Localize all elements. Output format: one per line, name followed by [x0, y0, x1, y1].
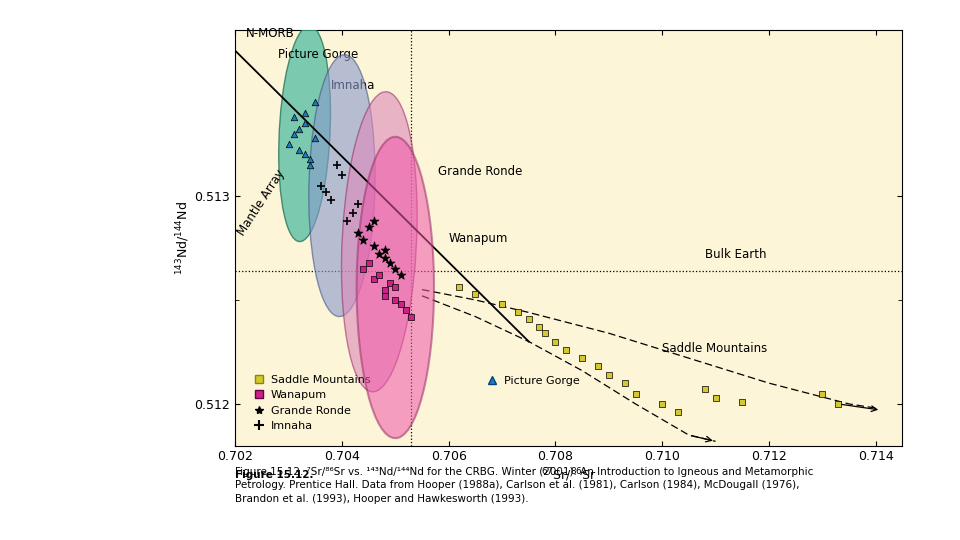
Point	[367, 241, 382, 250]
Point	[372, 271, 387, 279]
Point	[334, 171, 349, 180]
Point	[398, 306, 414, 315]
Point	[452, 283, 468, 292]
Point	[313, 181, 328, 190]
Point	[468, 289, 483, 298]
Point	[350, 200, 366, 208]
Point	[377, 292, 393, 300]
Point	[521, 314, 537, 323]
Point	[377, 246, 393, 254]
Legend: Picture Gorge: Picture Gorge	[481, 371, 585, 390]
Point	[532, 323, 547, 332]
Point	[297, 119, 312, 127]
Point	[286, 130, 301, 138]
Point	[355, 265, 371, 273]
Point	[734, 397, 750, 406]
Point	[655, 400, 670, 408]
Y-axis label: $^{143}$Nd/$^{144}$Nd: $^{143}$Nd/$^{144}$Nd	[174, 200, 192, 275]
Point	[393, 271, 408, 279]
Point	[388, 265, 403, 273]
X-axis label: $^{67}$Sr/$^{86}$Sr: $^{67}$Sr/$^{86}$Sr	[541, 466, 596, 484]
Point	[340, 217, 355, 225]
Point	[361, 223, 376, 232]
Text: Figure 15.12. ⁷Sr/⁸⁶Sr vs. ¹⁴³Nd/¹⁴⁴Nd for the CRBG. Winter (2001). An Introduct: Figure 15.12. ⁷Sr/⁸⁶Sr vs. ¹⁴³Nd/¹⁴⁴Nd f…	[235, 467, 813, 503]
Point	[559, 346, 574, 354]
Point	[345, 208, 360, 217]
Point	[377, 285, 393, 294]
Ellipse shape	[278, 26, 330, 241]
Point	[307, 98, 323, 107]
Ellipse shape	[356, 137, 434, 438]
Point	[329, 160, 345, 169]
Point	[590, 362, 606, 371]
Point	[350, 229, 366, 238]
Point	[367, 217, 382, 225]
Point	[830, 400, 846, 408]
Point	[367, 275, 382, 284]
Point	[670, 408, 685, 416]
Point	[382, 258, 397, 267]
Point	[355, 235, 371, 244]
Point	[537, 329, 552, 338]
Text: Picture Gorge: Picture Gorge	[277, 48, 358, 61]
Point	[697, 385, 712, 394]
Point	[601, 370, 616, 379]
Point	[382, 279, 397, 288]
Text: Mantle Array: Mantle Array	[235, 167, 287, 238]
Point	[548, 338, 564, 346]
Point	[403, 312, 419, 321]
Point	[302, 154, 318, 163]
Text: Saddle Mountains: Saddle Mountains	[662, 342, 767, 355]
Point	[617, 379, 633, 388]
Point	[372, 250, 387, 259]
Point	[815, 389, 830, 398]
Text: Figure 15.12.: Figure 15.12.	[235, 470, 318, 480]
Point	[292, 146, 307, 154]
Point	[388, 296, 403, 305]
Point	[286, 113, 301, 122]
Point	[494, 300, 510, 308]
Point	[307, 133, 323, 142]
Point	[297, 150, 312, 159]
Point	[377, 254, 393, 262]
Point	[302, 160, 318, 169]
Point	[292, 125, 307, 134]
Point	[393, 300, 408, 308]
Point	[388, 283, 403, 292]
Point	[281, 140, 297, 149]
Point	[361, 258, 376, 267]
Text: Grande Ronde: Grande Ronde	[438, 165, 522, 178]
Point	[628, 389, 643, 398]
Ellipse shape	[342, 92, 418, 392]
Point	[297, 109, 312, 117]
Point	[708, 393, 723, 402]
Text: Bulk Earth: Bulk Earth	[705, 248, 766, 261]
Text: N-MORB: N-MORB	[246, 27, 295, 40]
Text: Imnaha: Imnaha	[331, 79, 375, 92]
Point	[319, 187, 334, 196]
Text: Wanapum: Wanapum	[448, 232, 508, 245]
Ellipse shape	[309, 55, 375, 316]
Point	[511, 308, 526, 317]
Point	[574, 354, 589, 362]
Point	[324, 196, 339, 205]
